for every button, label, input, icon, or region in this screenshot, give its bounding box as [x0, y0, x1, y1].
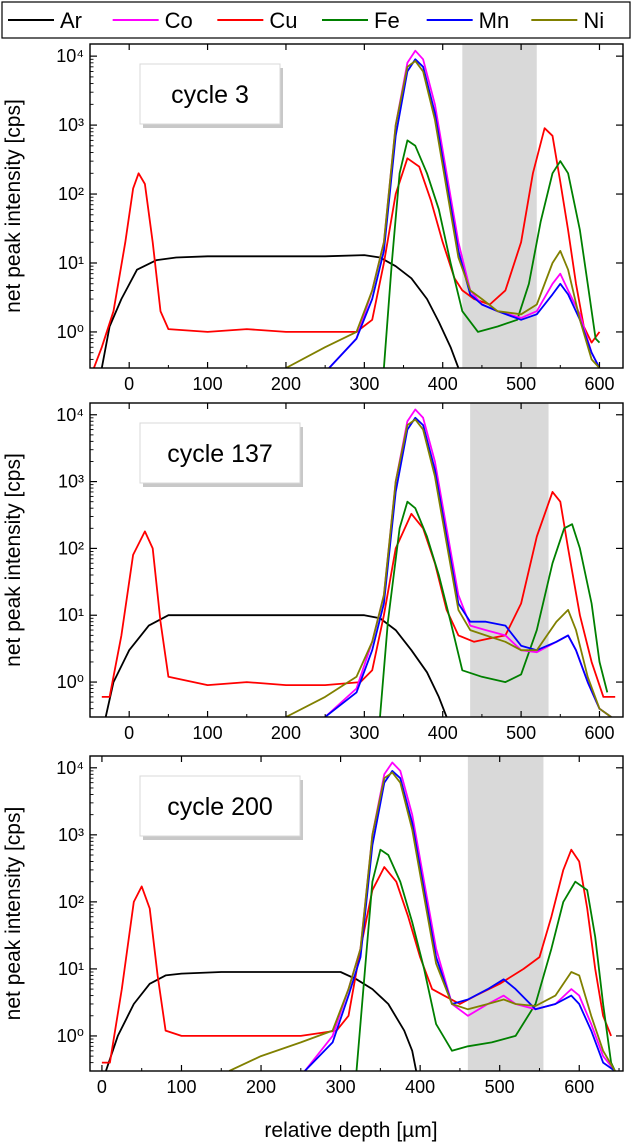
x-tick-label: 500	[506, 374, 536, 394]
x-tick-label: 200	[246, 1077, 276, 1097]
y-tick-label: 10¹	[58, 959, 84, 979]
x-tick-label: 0	[124, 374, 134, 394]
x-tick-label: 100	[166, 1077, 196, 1097]
cycle-label-box	[139, 63, 281, 125]
axis-titles: relative depth [µm]	[264, 1119, 437, 1142]
x-tick-label: 400	[405, 1077, 435, 1097]
cycle-label: cycle 200	[167, 793, 273, 821]
series-line-fe	[383, 139, 601, 368]
legend-item-ni: Ni	[531, 8, 604, 33]
y-tick-label: 10⁴	[56, 405, 84, 425]
x-tick-label: 0	[124, 723, 134, 743]
y-tick-label: 10⁴	[56, 758, 84, 778]
y-tick-label: 10²	[58, 184, 84, 204]
cycle-label-box	[139, 775, 301, 837]
series-line-ni	[285, 60, 601, 368]
series-line-mn	[324, 416, 612, 717]
legend-item-co: Co	[112, 8, 193, 33]
panel-1: 0 100 200 300 400 500 600 10⁰ 10¹ 10² 10³ 10⁴ net pe…	[2, 43, 624, 394]
x-axis-title: relative depth [µm]	[264, 1119, 437, 1142]
y-axis-title: net peak intensity [cps]	[2, 99, 25, 313]
series-line-co	[304, 761, 616, 1071]
cycle-label-box	[139, 422, 301, 484]
series-line-ar	[105, 971, 418, 1071]
legend-item-ar: Ar	[8, 8, 82, 33]
legend-item-cu: Cu	[217, 8, 297, 33]
shaded-region	[467, 756, 544, 1071]
x-tick-label: 500	[506, 723, 536, 743]
x-tick-label: 0	[97, 1077, 107, 1097]
y-tick-label: 10²	[58, 892, 84, 912]
x-tick-label: 100	[193, 723, 223, 743]
series-group	[93, 49, 601, 368]
x-tick-label: 300	[349, 723, 379, 743]
plot-frame	[89, 43, 624, 369]
x-tick-label: 500	[485, 1077, 515, 1097]
legend: Ar Co Cu Fe Mn Ni	[1, 1, 631, 39]
y-tick-label: 10³	[58, 472, 84, 492]
legend-label: Ar	[60, 8, 82, 33]
legend-label: Cu	[269, 8, 297, 33]
series-line-fe	[379, 500, 609, 717]
y-tick-label: 10⁰	[57, 672, 84, 692]
x-tick-label: 400	[428, 374, 458, 394]
legend-frame	[1, 1, 631, 39]
y-tick-label: 10³	[58, 115, 84, 135]
cycle-label: cycle 3	[171, 81, 249, 109]
series-line-ni	[228, 771, 616, 1071]
legend-label: Co	[165, 8, 193, 33]
shaded-region	[462, 44, 537, 368]
series-line-cu	[101, 848, 612, 1064]
series-group	[101, 408, 616, 717]
panel-3: 0 100 200 300 400 500 600 10⁰ 10¹ 10² 10³ 10⁴ net pe…	[2, 755, 624, 1097]
y-tick-label: 10¹	[58, 253, 84, 273]
y-tick-label: 10¹	[58, 605, 84, 625]
series-line-ni	[285, 418, 612, 717]
panel-2: 0 100 200 300 400 500 600 10⁰ 10¹ 10² 10³ 10⁴ net pe…	[2, 402, 624, 743]
legend-label: Fe	[374, 8, 400, 33]
series-line-ar	[100, 254, 460, 368]
cycle-label: cycle 137	[167, 440, 273, 468]
panels: 0 100 200 300 400 500 600 10⁰ 10¹ 10² 10³ 10⁴ net pe…	[2, 43, 624, 1097]
x-tick-label: 300	[326, 1077, 356, 1097]
series-line-ar	[104, 614, 448, 717]
y-axis-title: net peak intensity [cps]	[2, 453, 25, 667]
series-line-fe	[355, 848, 616, 1071]
x-tick-label: 600	[564, 1077, 594, 1097]
y-tick-label: 10⁰	[57, 1026, 84, 1046]
y-axis-title: net peak intensity [cps]	[2, 807, 25, 1021]
series-line-cu	[93, 127, 601, 368]
x-tick-label: 100	[193, 374, 223, 394]
series-line-co	[324, 408, 612, 717]
series-group	[101, 761, 616, 1071]
legend-label: Mn	[479, 8, 510, 33]
legend-item-mn: Mn	[426, 8, 510, 33]
x-tick-label: 300	[349, 374, 379, 394]
plot-frame	[89, 755, 624, 1072]
y-tick-label: 10²	[58, 538, 84, 558]
x-tick-label: 200	[271, 374, 301, 394]
x-tick-label: 200	[271, 723, 301, 743]
series-line-mn	[304, 770, 616, 1071]
legend-label: Ni	[583, 8, 604, 33]
shaded-region	[470, 403, 549, 717]
plot-frame	[89, 402, 624, 718]
x-tick-label: 600	[584, 723, 614, 743]
y-tick-label: 10⁴	[56, 46, 84, 66]
legend-item-fe: Fe	[322, 8, 400, 33]
x-tick-label: 600	[584, 374, 614, 394]
x-tick-label: 400	[428, 723, 458, 743]
series-line-cu	[101, 491, 616, 698]
y-tick-label: 10³	[58, 825, 84, 845]
y-tick-label: 10⁰	[57, 322, 84, 342]
